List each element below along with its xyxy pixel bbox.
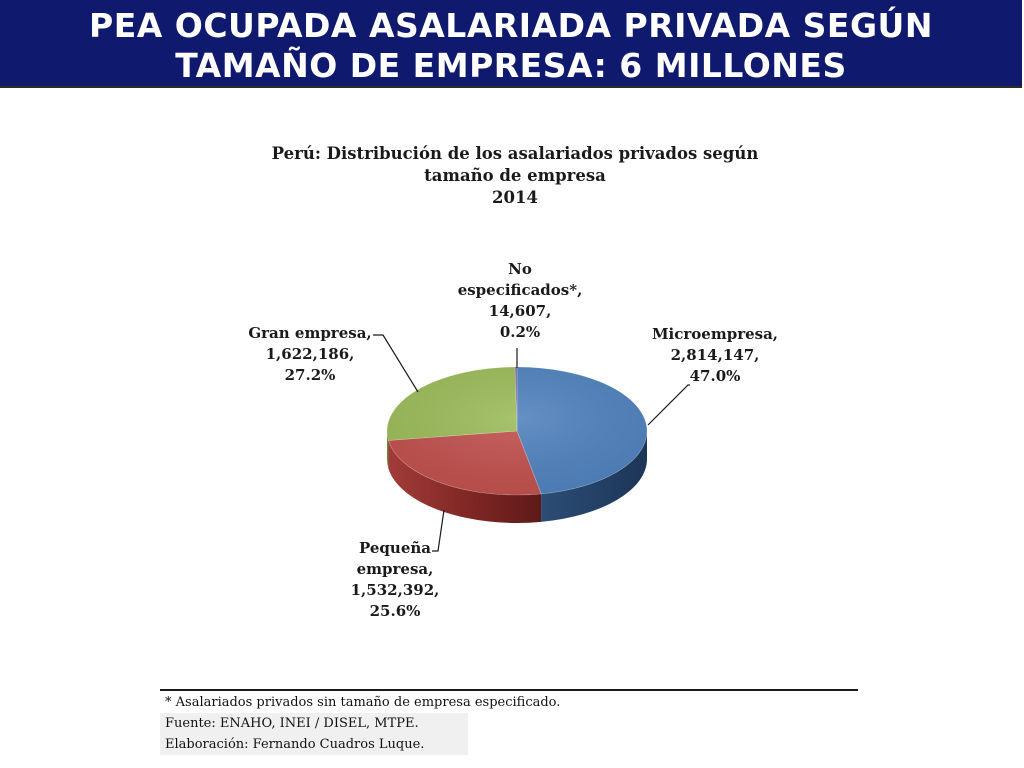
label-gran-empresa-percent: 27.2% xyxy=(284,366,336,384)
pie-side-pequena-empresa xyxy=(388,440,542,523)
label-pequena-empresa-percent: 25.6% xyxy=(369,602,421,620)
footnote-source: Fuente: ENAHO, INEI / DISEL, MTPE. xyxy=(160,713,468,734)
footnote-divider xyxy=(160,689,858,691)
label-gran-empresa-value: 1,622,186, xyxy=(265,345,355,363)
leader-line-gran-empresa xyxy=(373,334,419,393)
label-no-especificados-percent: 0.2% xyxy=(499,323,541,341)
label-microempresa-percent: 47.0% xyxy=(689,367,741,385)
footnotes: * Asalariados privados sin tamaño de emp… xyxy=(160,692,560,755)
slide-title: PEA OCUPADA ASALARIADA PRIVADA SEGÚN TAM… xyxy=(0,6,1022,86)
label-pequena-empresa-name2: empresa, xyxy=(356,560,434,578)
slide-title-line2: TAMAÑO DE EMPRESA: 6 MILLONES xyxy=(175,46,847,85)
label-microempresa-name: Microempresa, xyxy=(651,325,779,343)
pie-top-shading xyxy=(387,367,647,495)
chart-title-line2: tamaño de empresa xyxy=(424,166,606,185)
label-gran-empresa: Gran empresa, 1,622,186, 27.2% xyxy=(235,323,385,386)
chart-title-line1: Perú: Distribución de los asalariados pr… xyxy=(271,144,759,163)
pie-side-gran-empresa xyxy=(387,431,389,469)
label-no-especificados-name2: especificados*, xyxy=(457,281,583,299)
label-microempresa-value: 2,814,147, xyxy=(670,346,760,364)
footnote-author: Elaboración: Fernando Cuadros Luque. xyxy=(160,734,468,755)
label-microempresa: Microempresa, 2,814,147, 47.0% xyxy=(640,324,790,387)
leader-line-pequena-empresa xyxy=(432,509,445,552)
slide-title-line1: PEA OCUPADA ASALARIADA PRIVADA SEGÚN xyxy=(89,6,933,45)
leader-line-microempresa xyxy=(647,384,690,426)
label-no-especificados-name1: No xyxy=(508,260,532,278)
label-pequena-empresa-name1: Pequeña xyxy=(359,539,431,557)
label-gran-empresa-name: Gran empresa, xyxy=(248,324,372,342)
label-pequena-empresa: Pequeña empresa, 1,532,392, 25.6% xyxy=(330,538,460,622)
footnote-note: * Asalariados privados sin tamaño de emp… xyxy=(160,692,560,713)
pie-side-microempresa xyxy=(541,431,647,522)
chart-title-line3: 2014 xyxy=(492,188,538,207)
label-pequena-empresa-value: 1,532,392, xyxy=(350,581,440,599)
label-no-especificados-value: 14,607, xyxy=(488,302,552,320)
label-no-especificados: No especificados*, 14,607, 0.2% xyxy=(445,259,595,343)
slide-header: PEA OCUPADA ASALARIADA PRIVADA SEGÚN TAM… xyxy=(0,0,1022,88)
chart-title: Perú: Distribución de los asalariados pr… xyxy=(230,143,800,209)
